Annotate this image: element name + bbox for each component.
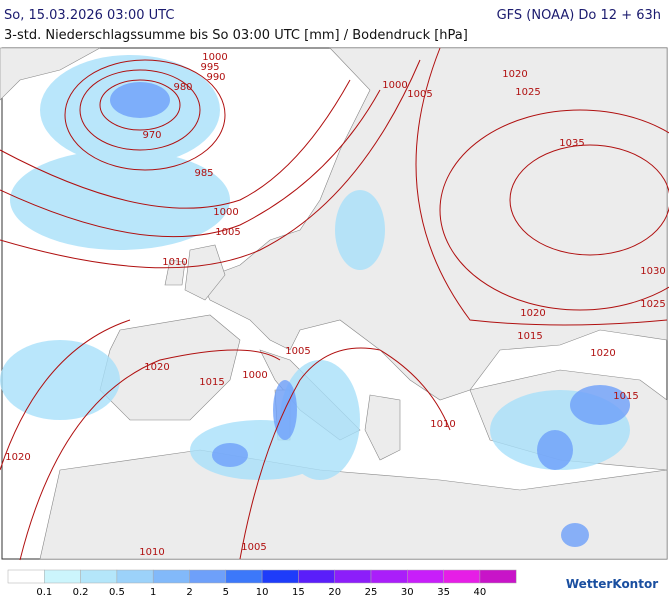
legend: 0.1 0.2 0.5 1 2 5 10 15 20 25 30 35 40 bbox=[7, 569, 517, 598]
legend-label: 35 bbox=[437, 587, 450, 598]
legend-label: 30 bbox=[401, 587, 414, 598]
legend-label: 15 bbox=[292, 587, 305, 598]
legend-swatch bbox=[479, 569, 517, 584]
legend-swatch bbox=[189, 569, 227, 584]
legend-label: 20 bbox=[328, 587, 341, 598]
legend-swatch bbox=[152, 569, 190, 584]
isobar-label: 1025 bbox=[640, 299, 665, 310]
map bbox=[0, 47, 669, 561]
isobar-label: 1020 bbox=[520, 308, 545, 319]
isobar-label: 990 bbox=[206, 72, 225, 83]
isobar-label: 1010 bbox=[162, 257, 187, 268]
isobar-label: 1005 bbox=[285, 346, 310, 357]
isobar-label: 1000 bbox=[202, 52, 227, 63]
isobar-label: 985 bbox=[194, 168, 213, 179]
isobar-label: 980 bbox=[173, 82, 192, 93]
isobar-label: 1020 bbox=[5, 452, 30, 463]
legend-label: 0.2 bbox=[73, 587, 89, 598]
isobar-label: 1000 bbox=[242, 370, 267, 381]
legend-label: 0.1 bbox=[36, 587, 52, 598]
isobar-label: 1000 bbox=[213, 207, 238, 218]
header-model: GFS (NOAA) Do 12 + 63h bbox=[497, 8, 661, 23]
isobar-label: 1005 bbox=[241, 542, 266, 553]
isobar-label: 1025 bbox=[515, 87, 540, 98]
legend-swatch bbox=[44, 569, 81, 584]
legend-label: 5 bbox=[223, 587, 229, 598]
legend-label: 40 bbox=[474, 587, 487, 598]
isobar-label: 1005 bbox=[215, 227, 240, 238]
isobar-label: 1020 bbox=[590, 348, 615, 359]
legend-swatch bbox=[7, 569, 45, 584]
legend-swatch bbox=[80, 569, 118, 584]
isobars bbox=[0, 47, 669, 561]
isobar-label: 1015 bbox=[517, 331, 542, 342]
isobar-label: 1035 bbox=[559, 138, 584, 149]
header-subtitle: 3-std. Niederschlagssumme bis So 03:00 U… bbox=[4, 28, 468, 43]
isobar-label: 1020 bbox=[144, 362, 169, 373]
legend-label: 1 bbox=[150, 587, 156, 598]
legend-swatch bbox=[116, 569, 154, 584]
legend-label: 0.5 bbox=[109, 587, 125, 598]
brand: WetterKontor bbox=[566, 577, 658, 591]
isobar-label: 1015 bbox=[613, 391, 638, 402]
isobar-label: 1030 bbox=[640, 266, 665, 277]
legend-label: 25 bbox=[365, 587, 378, 598]
legend-swatch bbox=[443, 569, 481, 584]
isobar-label: 1010 bbox=[139, 547, 164, 558]
isobar-label: 1000 bbox=[382, 80, 407, 91]
isobar-label: 995 bbox=[200, 62, 219, 73]
isobar-label: 1010 bbox=[430, 419, 455, 430]
legend-swatch bbox=[334, 569, 372, 584]
legend-swatch bbox=[261, 569, 299, 584]
isobar-label: 970 bbox=[142, 130, 161, 141]
isobar-label: 1015 bbox=[199, 377, 224, 388]
legend-swatch bbox=[370, 569, 408, 584]
legend-label: 10 bbox=[256, 587, 269, 598]
header-title: So, 15.03.2026 03:00 UTC bbox=[4, 8, 174, 23]
isobar-label: 1005 bbox=[407, 89, 432, 100]
precipitation-heavy bbox=[110, 82, 630, 547]
legend-swatch bbox=[407, 569, 444, 584]
isobar-label: 1020 bbox=[502, 69, 527, 80]
legend-swatch bbox=[225, 569, 263, 584]
legend-swatch bbox=[298, 569, 335, 584]
legend-label: 2 bbox=[186, 587, 192, 598]
